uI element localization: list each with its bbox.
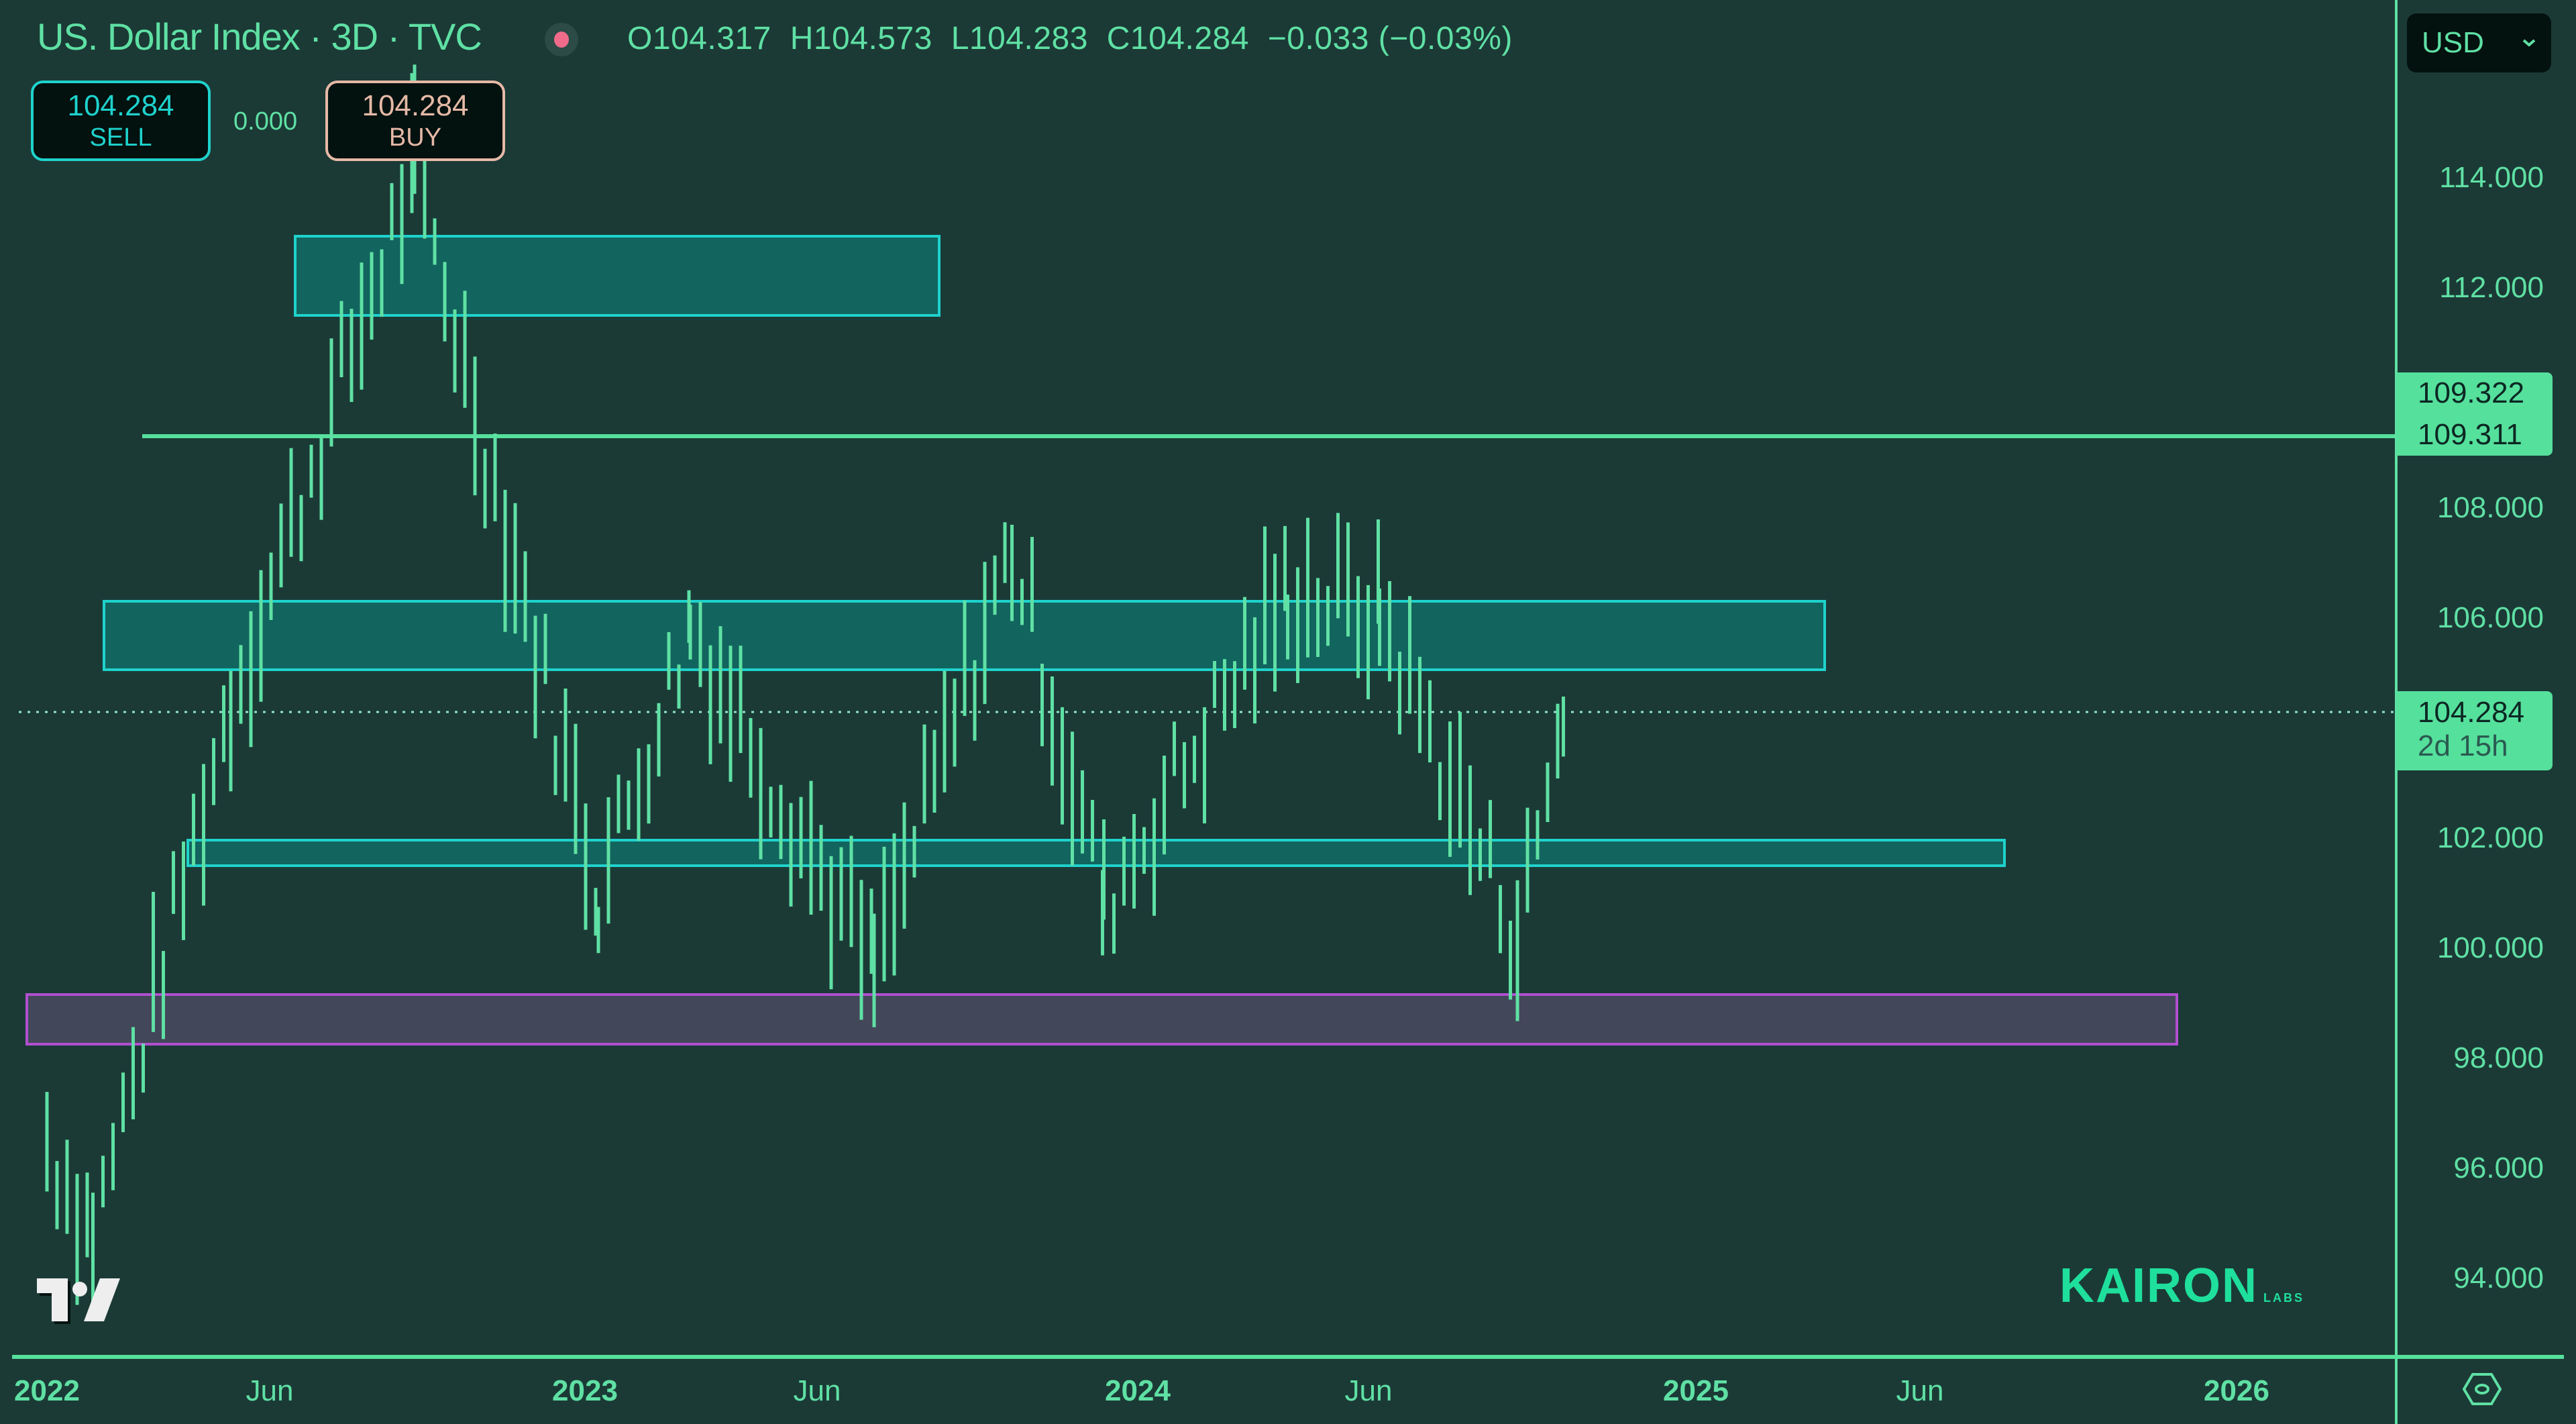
time-tick: 2022 — [14, 1374, 80, 1407]
level-upper-value: 109.322 — [2418, 376, 2525, 409]
last-price-tag: 104.284 2d 15h — [2396, 691, 2553, 770]
settings-icon[interactable] — [2462, 1372, 2502, 1406]
price-tick: 112.000 — [2439, 271, 2544, 304]
time-tick: Jun — [246, 1374, 294, 1407]
bar-countdown: 2d 15h — [2418, 729, 2508, 762]
tradingview-logo-icon[interactable] — [37, 1278, 124, 1329]
currency-value: USD — [2422, 26, 2484, 59]
price-tick: 98.000 — [2453, 1041, 2544, 1074]
low-value: L104.283 — [951, 21, 1088, 56]
time-tick: 2024 — [1105, 1374, 1171, 1407]
chevron-down-icon — [2522, 39, 2536, 47]
close-value: C104.284 — [1106, 21, 1249, 56]
price-tick: 106.000 — [2436, 601, 2544, 634]
currency-select[interactable]: USD — [2407, 13, 2551, 72]
price-tick: 102.000 — [2436, 821, 2544, 854]
price-tick: 96.000 — [2453, 1152, 2544, 1184]
price-tick: 114.000 — [2439, 161, 2544, 194]
symbol-title[interactable]: US. Dollar Index · 3D · TVC — [37, 15, 482, 58]
demand-zone[interactable] — [25, 993, 2178, 1046]
change-value: −0.033 (−0.03%) — [1267, 21, 1513, 56]
time-tick: Jun — [793, 1374, 841, 1407]
time-tick: Jun — [1896, 1374, 1944, 1407]
last-price-value: 104.284 — [2418, 696, 2525, 729]
time-tick: 2025 — [1663, 1374, 1729, 1407]
price-tick: 108.000 — [2436, 491, 2544, 524]
price-tick: 100.000 — [2436, 931, 2544, 964]
watermark-text: KAIRON — [2059, 1259, 2258, 1313]
buy-price: 104.284 — [362, 89, 469, 122]
time-tick: Jun — [1344, 1374, 1393, 1407]
time-tick: 2026 — [2204, 1374, 2269, 1407]
sell-button[interactable]: 104.284 SELL — [31, 81, 211, 161]
ohlc-bars — [45, 64, 1565, 1315]
upper-supply-zone[interactable] — [294, 235, 941, 317]
kairon-watermark: KAIRON LABS — [2059, 1258, 2304, 1313]
sell-price: 104.284 — [67, 89, 174, 122]
level-lower-value: 109.311 — [2418, 418, 2522, 451]
watermark-sub: LABS — [2263, 1291, 2304, 1305]
level-price-tag[interactable]: 109.322 109.311 — [2396, 372, 2553, 456]
ohlc-readout: O104.317 H104.573 L104.283 C104.284 −0.0… — [627, 20, 1522, 57]
support-zone[interactable] — [186, 839, 2006, 867]
time-tick: 2023 — [552, 1374, 618, 1407]
price-tick: 94.000 — [2453, 1262, 2544, 1294]
open-value: O104.317 — [627, 21, 771, 56]
high-value: H104.573 — [790, 21, 932, 56]
buy-label: BUY — [388, 123, 442, 152]
spread-value: 0.000 — [233, 107, 298, 136]
sell-label: SELL — [89, 123, 152, 152]
market-status-icon — [545, 23, 578, 56]
buy-button[interactable]: 104.284 BUY — [325, 81, 505, 161]
